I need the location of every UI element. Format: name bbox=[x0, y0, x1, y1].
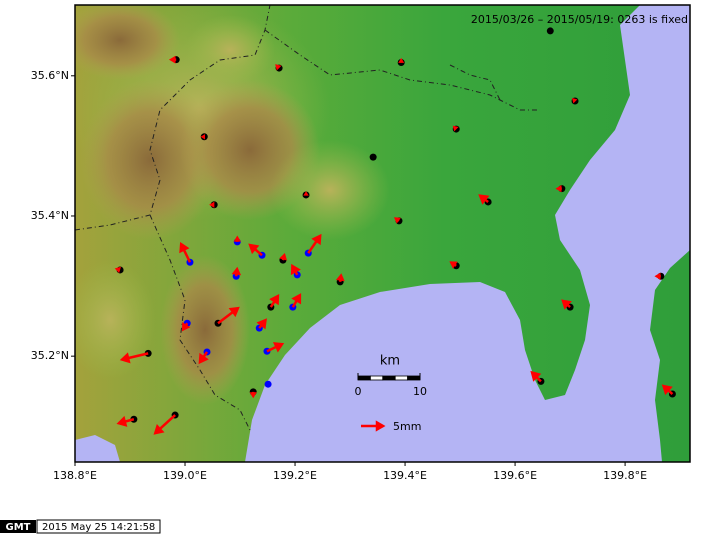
displacement-vector bbox=[269, 294, 280, 308]
sea bbox=[245, 5, 690, 462]
displacement-vector bbox=[181, 322, 191, 332]
displacement-vector bbox=[291, 293, 302, 308]
y-tick-label: 35.2°N bbox=[31, 349, 69, 362]
displacement-vector bbox=[217, 306, 240, 325]
displacement-vector bbox=[119, 352, 149, 364]
displacement-vector bbox=[231, 266, 242, 277]
x-tick-label: 139.0°E bbox=[163, 469, 207, 482]
y-tick-label: 35.4°N bbox=[31, 209, 69, 222]
legend-label: 5mm bbox=[393, 420, 421, 433]
displacement-vector bbox=[478, 194, 490, 205]
legend-vector bbox=[361, 420, 386, 432]
boundary bbox=[264, 29, 540, 111]
displacement-vector bbox=[452, 125, 459, 132]
scale-bar-segment bbox=[407, 375, 421, 381]
displacement-vector bbox=[449, 261, 458, 269]
displacement-vector bbox=[153, 414, 176, 435]
terrain bbox=[75, 5, 690, 462]
timestamp-box bbox=[36, 519, 161, 534]
displacement-vector bbox=[179, 241, 192, 263]
scale-title: km bbox=[380, 354, 400, 369]
displacement-vector bbox=[200, 134, 205, 140]
displacement-vector bbox=[279, 252, 288, 261]
displacement-vector bbox=[393, 217, 401, 224]
displacement-vector bbox=[530, 370, 542, 383]
x-tick-label: 139.2°E bbox=[273, 469, 317, 482]
displacement-vector bbox=[303, 191, 309, 196]
boundary bbox=[149, 214, 251, 431]
x-tick-label: 139.4°E bbox=[383, 469, 427, 482]
station-marker bbox=[264, 380, 272, 388]
x-tick-label: 139.6°E bbox=[493, 469, 537, 482]
station-marker bbox=[369, 153, 377, 161]
displacement-vector bbox=[168, 55, 177, 64]
y-tick-label: 35.6°N bbox=[31, 69, 69, 82]
displacement-vector bbox=[114, 266, 121, 274]
scale-bar-segment bbox=[369, 375, 384, 381]
x-tick-label: 138.8°E bbox=[53, 469, 97, 482]
displacement-vector bbox=[266, 342, 285, 353]
boundary bbox=[449, 64, 501, 101]
displacement-vector bbox=[398, 57, 405, 63]
gmt-logo bbox=[0, 520, 36, 533]
scale-bar-segment bbox=[382, 375, 396, 381]
scale-bar-label: 10 bbox=[413, 385, 427, 398]
displacement-vector bbox=[233, 235, 241, 242]
boundary bbox=[75, 5, 271, 231]
period-note: 2015/03/26 – 2015/05/19: 0263 is fixed bbox=[471, 13, 688, 26]
displacement-vector bbox=[555, 185, 562, 193]
displacement-vector bbox=[198, 351, 209, 365]
scale-bar-segment bbox=[357, 375, 371, 381]
displacement-vector bbox=[654, 272, 661, 280]
displacement-vector bbox=[335, 273, 345, 283]
displacement-vector bbox=[661, 384, 674, 396]
scale-bar-segment bbox=[394, 375, 409, 381]
x-tick-label: 139.8°E bbox=[603, 469, 647, 482]
displacement-vector bbox=[256, 318, 267, 330]
displacement-vector bbox=[248, 243, 263, 257]
scale-bar-label: 0 bbox=[355, 385, 362, 398]
displacement-vector bbox=[307, 233, 322, 254]
displacement-vector bbox=[209, 201, 215, 208]
displacement-vector bbox=[249, 391, 257, 399]
sea bbox=[75, 435, 120, 462]
displacement-vector bbox=[571, 97, 578, 104]
station-marker bbox=[546, 27, 554, 35]
timestamp: 2015 May 25 14:21:58 bbox=[42, 522, 155, 533]
gmt-logo-text: GMT bbox=[6, 522, 31, 533]
displacement-vector bbox=[275, 64, 282, 71]
displacement-vector bbox=[561, 299, 572, 310]
displacement-vector bbox=[116, 415, 135, 427]
map-frame bbox=[74, 4, 691, 463]
displacement-vector bbox=[290, 263, 301, 276]
